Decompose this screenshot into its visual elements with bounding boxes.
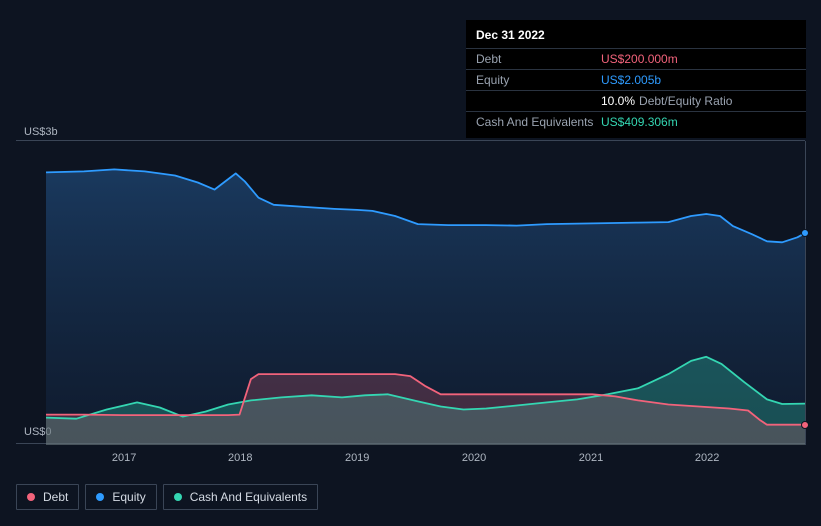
series-marker — [801, 229, 809, 237]
tooltip-row-value: US$409.306m — [601, 115, 678, 129]
tooltip-row-suffix: Debt/Equity Ratio — [639, 94, 732, 108]
crosshair-line — [805, 141, 806, 445]
tooltip-row-label: Cash And Equivalents — [476, 115, 601, 129]
legend-swatch — [174, 493, 182, 501]
legend-label: Debt — [43, 490, 68, 504]
legend-item-cash[interactable]: Cash And Equivalents — [163, 484, 318, 510]
x-tick: 2019 — [345, 452, 369, 464]
legend-label: Equity — [112, 490, 145, 504]
y-axis-top-label: US$3b — [24, 126, 58, 138]
legend-swatch — [96, 493, 104, 501]
tooltip-date: Dec 31 2022 — [466, 26, 806, 49]
x-tick: 2021 — [579, 452, 603, 464]
x-tick: 2020 — [462, 452, 486, 464]
legend-item-equity[interactable]: Equity — [85, 484, 156, 510]
legend: Debt Equity Cash And Equivalents — [16, 484, 318, 510]
tooltip-row: 10.0% Debt/Equity Ratio — [466, 91, 806, 112]
tooltip-row-value: US$2.005b — [601, 73, 661, 87]
tooltip-row-label — [476, 94, 601, 108]
tooltip-row-label: Debt — [476, 52, 601, 66]
tooltip-row: EquityUS$2.005b — [466, 70, 806, 91]
tooltip-row: Cash And EquivalentsUS$409.306m — [466, 112, 806, 132]
tooltip-row-label: Equity — [476, 73, 601, 87]
chart-tooltip: Dec 31 2022 DebtUS$200.000mEquityUS$2.00… — [466, 20, 806, 138]
legend-swatch — [27, 493, 35, 501]
tooltip-row: DebtUS$200.000m — [466, 49, 806, 70]
chart-area[interactable] — [16, 140, 805, 444]
x-tick: 2022 — [695, 452, 719, 464]
x-tick: 2018 — [228, 452, 252, 464]
x-tick: 2017 — [112, 452, 136, 464]
tooltip-row-value: 10.0% — [601, 94, 635, 108]
legend-label: Cash And Equivalents — [190, 490, 307, 504]
plot-canvas — [46, 141, 805, 445]
legend-item-debt[interactable]: Debt — [16, 484, 79, 510]
tooltip-row-value: US$200.000m — [601, 52, 678, 66]
series-marker — [801, 421, 809, 429]
